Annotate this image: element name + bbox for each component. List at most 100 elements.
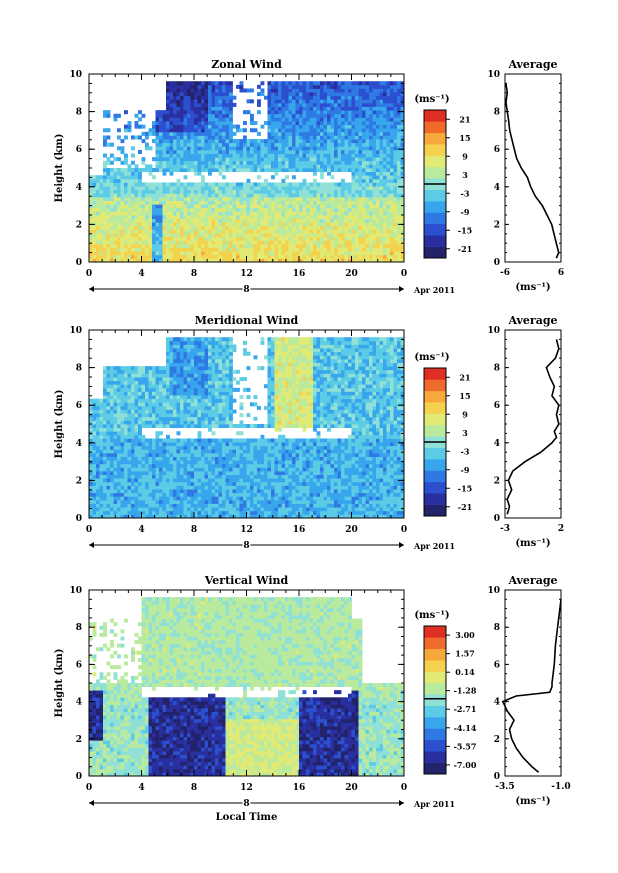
colorbar-swatch: [424, 660, 446, 672]
day-label: 8: [243, 541, 249, 551]
average-y-tick-label: 2: [494, 476, 500, 486]
colorbar-swatch: [424, 717, 446, 729]
colorbar-tick-label: -21: [458, 502, 472, 512]
day-bar-arrow-right: [399, 800, 404, 806]
colorbar-swatch: [424, 424, 446, 437]
colorbar-tick-label: 0.14: [455, 667, 475, 677]
y-tick-label: 10: [69, 70, 82, 80]
x-tick-label: 4: [138, 783, 144, 793]
colorbar-tick-label: 9: [462, 409, 468, 419]
colorbar-tick-label: 3: [462, 428, 468, 438]
y-tick-label: 2: [76, 220, 82, 230]
x-tick-label: 16: [293, 269, 306, 279]
y-tick-label: 0: [76, 772, 82, 782]
colorbar-tick-label: -2.71: [454, 704, 477, 714]
colorbar-swatch: [424, 493, 446, 505]
average-y-tick-label: 2: [494, 735, 500, 745]
average-y-tick-label: 8: [494, 364, 500, 374]
colorbar-swatch: [424, 121, 446, 134]
colorbar-unit: (ms⁻¹): [414, 94, 449, 105]
y-tick-label: 0: [76, 258, 82, 268]
colorbar-swatch: [424, 223, 446, 236]
colorbar-tick-label: 15: [459, 133, 470, 143]
colorbar-tick-label: 3: [462, 170, 468, 180]
y-tick-label: 10: [69, 586, 82, 596]
colorbar-swatch: [424, 705, 446, 718]
day-label: 8: [243, 285, 249, 295]
colorbar-swatch: [424, 201, 446, 213]
colorbar-swatch: [424, 459, 446, 471]
heatmap-field: [89, 81, 405, 263]
x-tick-label: 12: [240, 525, 253, 535]
average-frame: [504, 329, 562, 519]
colorbar-swatch: [424, 166, 446, 179]
colorbar-tick-label: 15: [459, 391, 470, 401]
colorbar-swatch: [424, 246, 446, 259]
day-label: 8: [243, 799, 249, 809]
x-tick-label: 4: [138, 525, 144, 535]
average-y-tick-label: 6: [494, 401, 500, 411]
x-tick-label: 16: [293, 525, 306, 535]
plot-title: Meridional Wind: [195, 314, 299, 327]
colorbar-tick-label: -9: [461, 207, 470, 217]
colorbar-tick-label: -3: [461, 446, 470, 456]
colorbar-swatch: [424, 470, 446, 483]
x-axis-label: Local Time: [216, 812, 278, 823]
y-tick-label: 8: [76, 364, 82, 374]
average-y-tick-label: 2: [494, 220, 500, 230]
colorbar-swatch: [424, 626, 446, 638]
colorbar-swatch: [424, 413, 446, 426]
y-tick-label: 6: [76, 660, 82, 670]
y-axis-label: Height (km): [54, 649, 65, 718]
x-tick-label: 0: [401, 783, 407, 793]
colorbar-tick-label: -15: [458, 225, 472, 235]
average-x-tick-label: -1.0: [551, 782, 570, 792]
colorbar-swatch: [424, 368, 446, 380]
y-tick-label: 4: [76, 183, 82, 193]
colorbar-tick-label: -5.57: [454, 741, 477, 751]
average-x-tick-label: -6: [500, 268, 510, 278]
day-bar-arrow-left: [89, 286, 94, 292]
colorbar-swatch: [424, 671, 446, 684]
colorbar-swatch: [424, 155, 446, 168]
colorbar-tick-label: 1.57: [455, 649, 474, 659]
colorbar-unit: (ms⁻¹): [414, 610, 449, 621]
average-y-tick-label: 6: [494, 145, 500, 155]
average-profile-line: [501, 599, 562, 773]
average-y-tick-label: 10: [487, 586, 500, 596]
y-tick-label: 0: [76, 514, 82, 524]
colorbar-swatch: [424, 648, 446, 661]
average-x-label: (ms⁻¹): [515, 538, 550, 549]
x-tick-label: 8: [191, 783, 197, 793]
colorbar-unit: (ms⁻¹): [414, 352, 449, 363]
date-label: Apr 2011: [413, 799, 455, 809]
y-axis-label: Height (km): [54, 134, 65, 203]
colorbar-swatch: [424, 447, 446, 460]
x-tick-label: 12: [240, 783, 253, 793]
date-label: Apr 2011: [413, 285, 455, 295]
y-tick-label: 4: [76, 698, 82, 708]
x-tick-label: 0: [401, 269, 407, 279]
average-title: Average: [507, 58, 557, 71]
y-tick-label: 4: [76, 439, 82, 449]
colorbar-swatch: [424, 481, 446, 494]
day-bar-arrow-left: [89, 800, 94, 806]
plot-title: Vertical Wind: [204, 574, 289, 587]
x-tick-label: 8: [191, 269, 197, 279]
colorbar-swatch: [424, 637, 446, 650]
colorbar-swatch: [424, 751, 446, 763]
heatmap-field: [89, 337, 405, 519]
average-y-tick-label: 0: [494, 514, 500, 524]
heatmap-field: [89, 597, 405, 777]
colorbar-tick-label: -15: [458, 483, 472, 493]
colorbar-tick-label: -3: [461, 188, 470, 198]
average-y-tick-label: 8: [494, 108, 500, 118]
colorbar-tick-label: 3.00: [455, 630, 475, 640]
colorbar-swatch: [424, 402, 446, 414]
colorbar-tick-label: 21: [459, 372, 470, 382]
y-tick-label: 8: [76, 108, 82, 118]
plot-title: Zonal Wind: [211, 58, 282, 71]
